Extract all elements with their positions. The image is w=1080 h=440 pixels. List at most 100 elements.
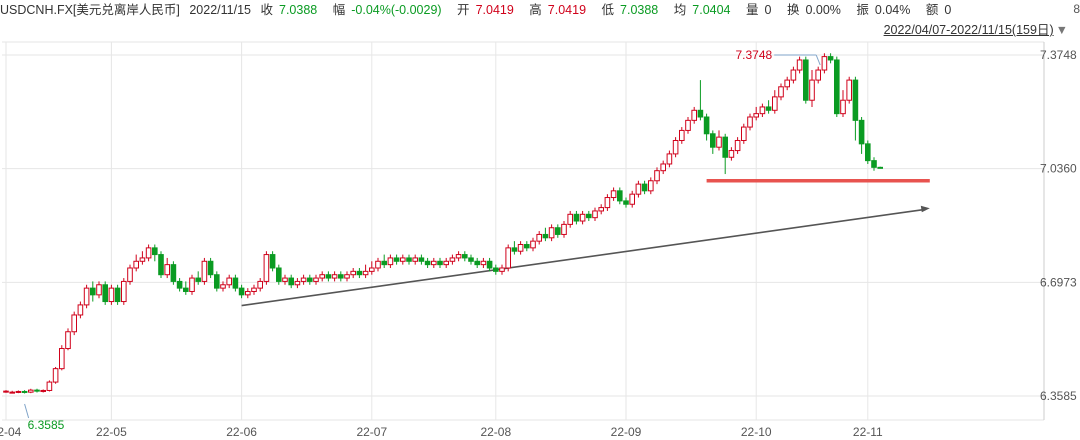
candle-61 — [381, 254, 387, 268]
candle-37 — [232, 274, 239, 292]
candle-body — [827, 56, 834, 61]
candle-91 — [567, 210, 574, 228]
close-label: 收 — [260, 3, 273, 17]
x-tick-label: 22-06 — [226, 425, 257, 439]
candle-body — [511, 247, 518, 252]
candle-body — [542, 233, 549, 239]
candle-body — [83, 287, 90, 306]
low-value: 7.0388 — [620, 3, 659, 17]
candle-body — [796, 59, 803, 71]
low-label: 低 — [601, 3, 615, 17]
trend-line-arrow-icon — [920, 205, 930, 213]
candle-body — [697, 109, 704, 118]
candle-34 — [214, 271, 220, 292]
amplitude-value: 0.04% — [874, 3, 911, 17]
x-axis: 22-04 22-05 22-06 22-07 22-08 22-09 22-10 22-11 — [0, 425, 883, 439]
candle-body — [716, 136, 722, 148]
annotations: 6.3585 7.3748 — [24, 48, 821, 432]
candle-body — [77, 304, 84, 316]
candle-24 — [152, 244, 158, 262]
dropdown-triangle-icon: ▼ — [1055, 23, 1068, 37]
candle-48 — [300, 274, 307, 285]
candle-body — [455, 254, 462, 259]
candle-38 — [238, 284, 245, 299]
candle-7 — [46, 380, 53, 392]
candle-body — [852, 79, 859, 121]
candle-111 — [691, 106, 698, 124]
candle-77 — [480, 257, 487, 268]
candle-body — [772, 96, 778, 111]
candle-body — [369, 267, 375, 272]
candle-134 — [834, 56, 840, 118]
candle-90 — [561, 221, 567, 238]
candle-64 — [400, 254, 406, 265]
candle-body — [679, 129, 685, 141]
candle-body — [865, 143, 871, 162]
annotation-low: 6.3585 — [28, 418, 65, 432]
candle-112 — [697, 80, 704, 121]
candle-131 — [815, 66, 822, 84]
candle-132 — [821, 53, 828, 74]
candle-94 — [586, 210, 592, 222]
x-tick-label: 22-07 — [356, 425, 387, 439]
candle-body — [176, 280, 183, 289]
candle-103 — [641, 180, 648, 195]
candle-13 — [83, 284, 90, 309]
candle-body — [133, 260, 139, 269]
candle-body — [505, 247, 511, 269]
candle-26 — [164, 257, 170, 279]
candle-body — [108, 287, 115, 303]
candle-body — [648, 180, 654, 192]
candle-74 — [462, 251, 468, 262]
candle-body — [809, 79, 815, 101]
candle-45 — [282, 274, 288, 285]
turnover-field: 换 0.00% — [787, 3, 847, 17]
candle-75 — [468, 254, 474, 265]
quote-date: 2022/11/15 — [189, 3, 251, 17]
candle-47 — [294, 278, 301, 289]
candle-133 — [827, 53, 834, 64]
candle-body — [214, 274, 220, 289]
candle-body — [660, 163, 667, 172]
volume-label: 量 — [745, 3, 759, 17]
candle-body — [573, 213, 580, 222]
candle-body — [759, 106, 766, 115]
amount-value: 0 — [944, 3, 952, 17]
candle-body — [245, 290, 251, 296]
x-tick-label: 22-10 — [741, 425, 772, 439]
candle-44 — [276, 264, 282, 285]
candle-56 — [350, 267, 356, 279]
candle-body — [183, 287, 189, 292]
candle-21 — [133, 254, 139, 272]
candle-88 — [548, 224, 555, 242]
candle-body — [480, 260, 487, 266]
candle-body — [319, 274, 325, 279]
candle-body — [741, 126, 747, 141]
candle-body — [152, 247, 158, 256]
candle-body — [15, 390, 22, 393]
candle-body — [325, 274, 332, 279]
candle-body — [114, 287, 121, 303]
candle-128 — [796, 56, 803, 74]
candle-54 — [338, 271, 344, 282]
candle-12 — [77, 301, 84, 319]
candle-body — [424, 260, 431, 266]
candle-body — [474, 260, 480, 266]
grid — [2, 41, 1045, 421]
candle-body — [784, 79, 791, 88]
range-selector[interactable]: 2022/04/07-2022/11/15(159日) ▼ — [884, 19, 1068, 38]
candle-body — [232, 277, 239, 289]
candle-body — [604, 197, 611, 209]
candle-body — [877, 166, 884, 169]
candle-4 — [28, 388, 34, 394]
candle-57 — [356, 267, 363, 279]
candle-85 — [530, 237, 536, 252]
amount-label: 额 — [925, 3, 939, 17]
candle-body — [40, 389, 47, 392]
candle-body — [362, 270, 369, 276]
candle-0 — [3, 390, 9, 393]
candle-109 — [679, 127, 685, 144]
candle-body — [189, 277, 195, 292]
candle-body — [313, 277, 319, 282]
